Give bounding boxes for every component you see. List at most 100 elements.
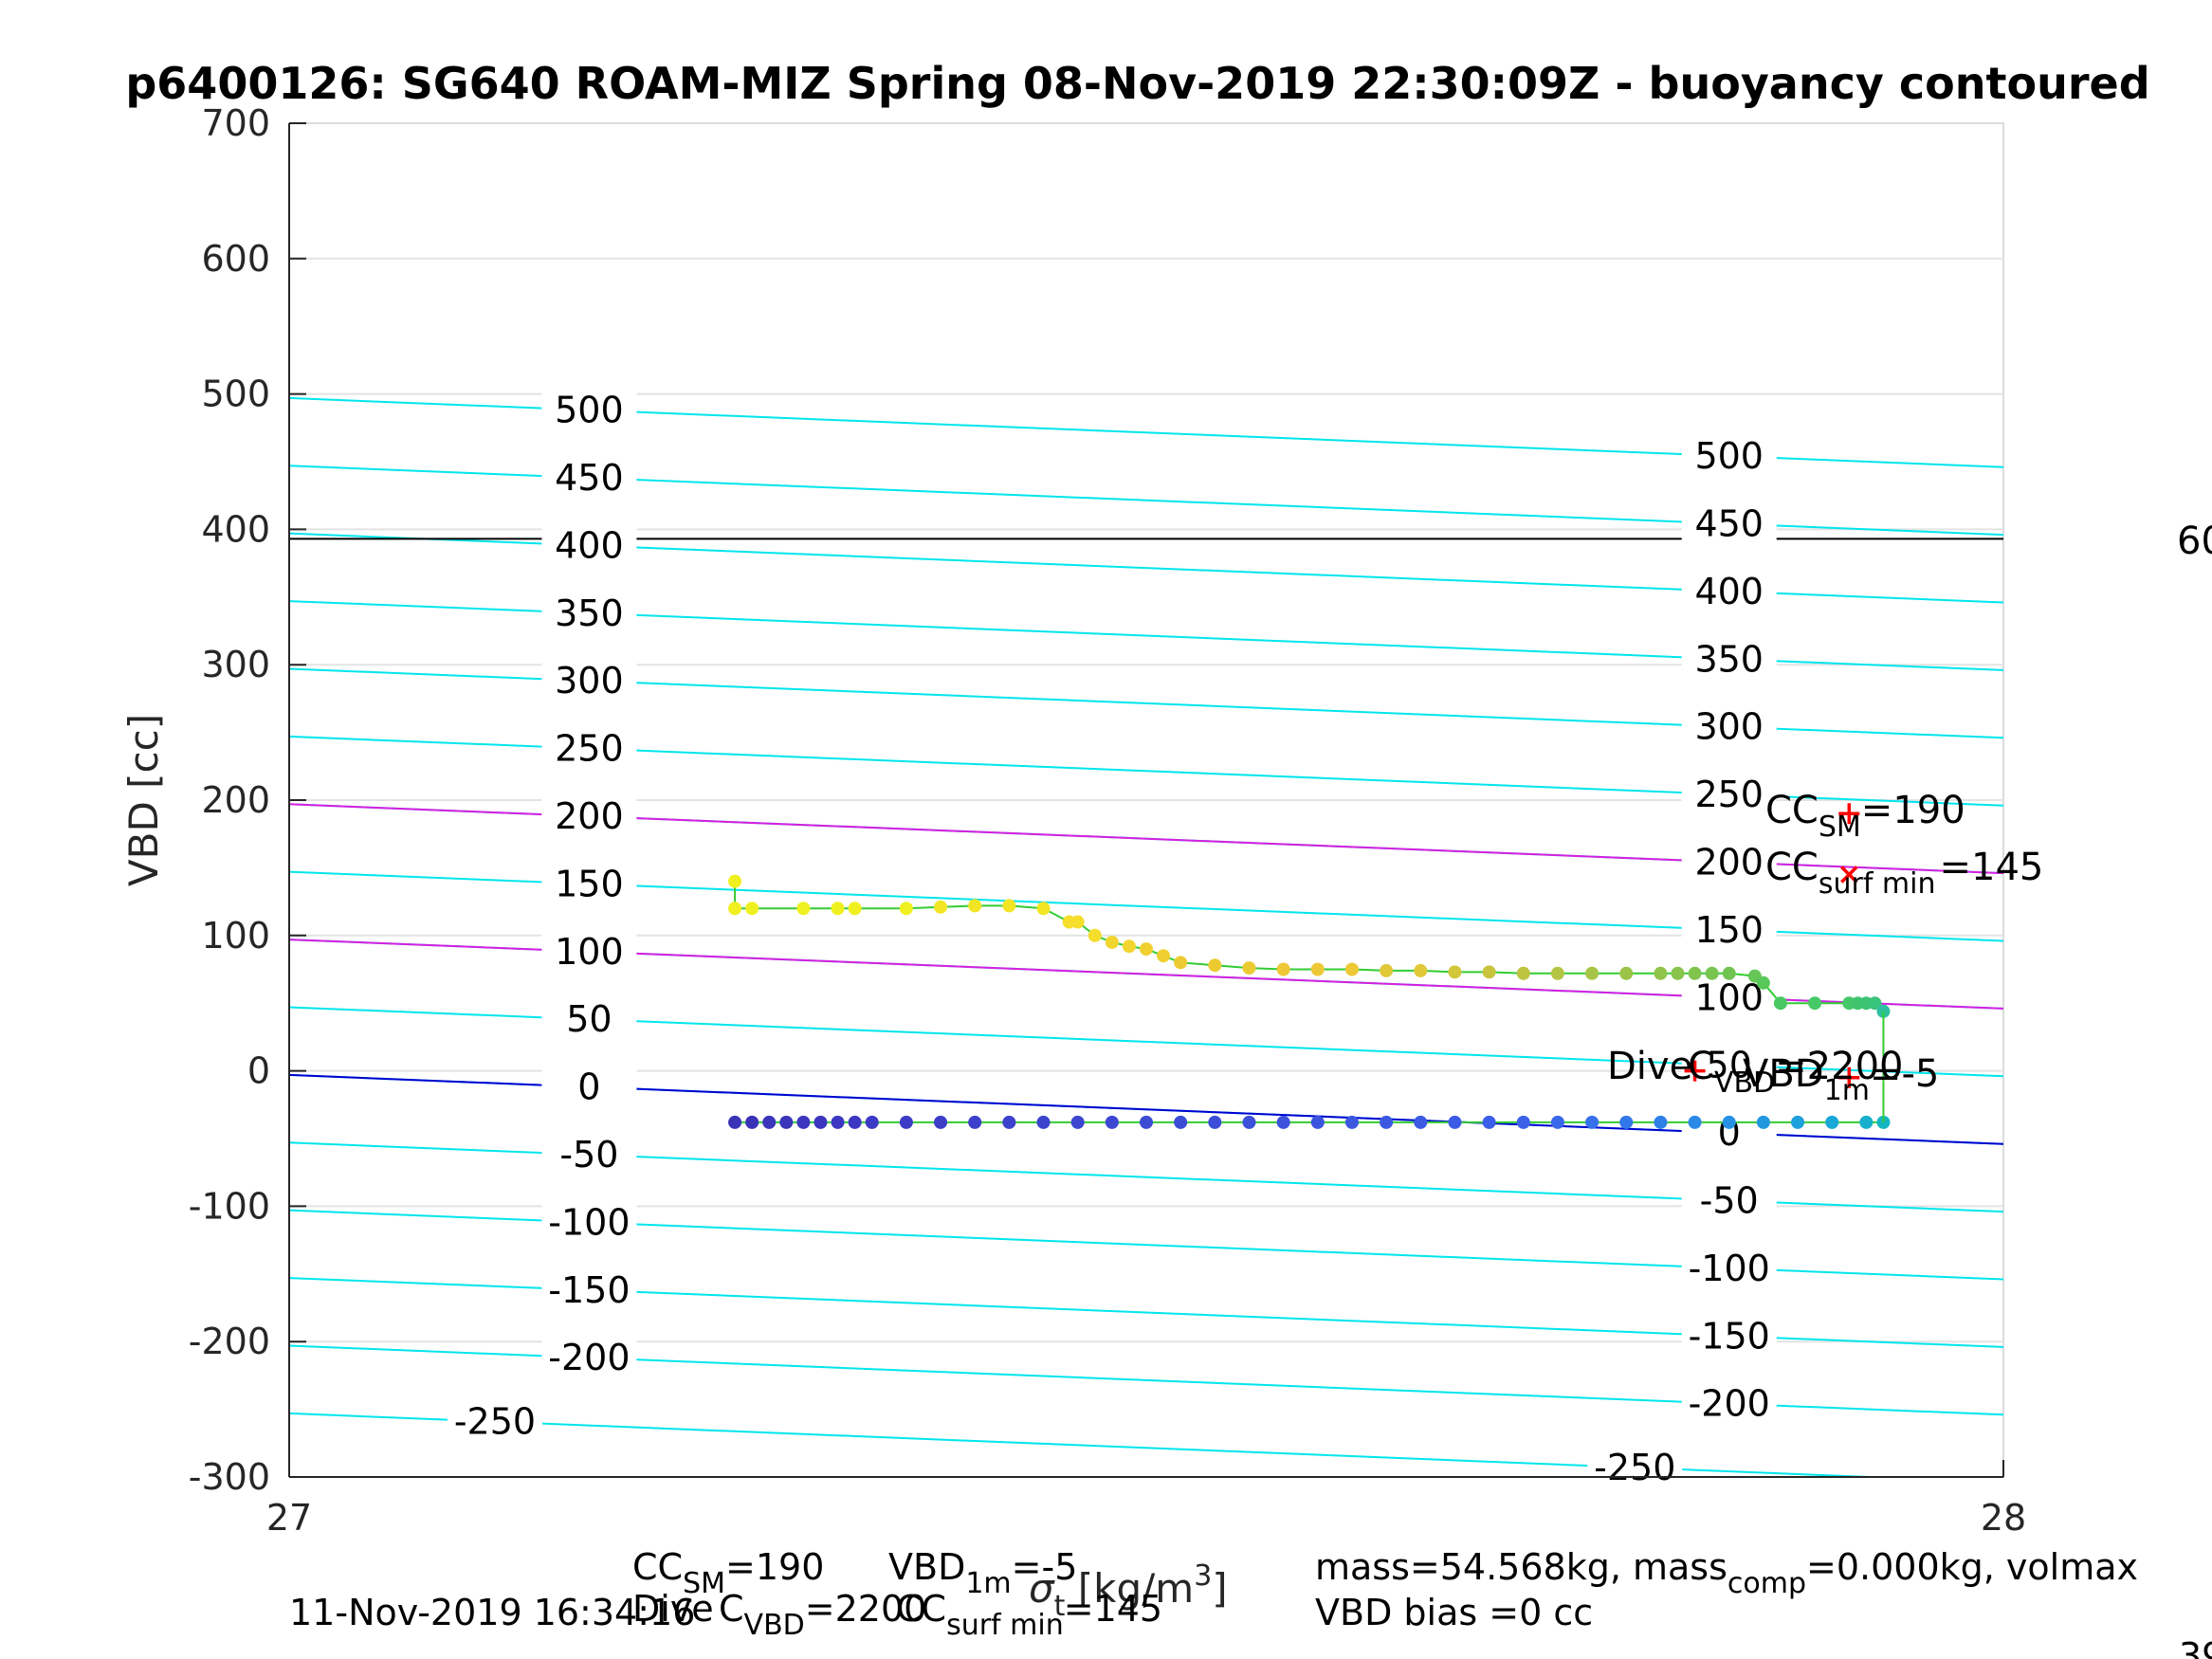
contour-label-bg xyxy=(1681,772,1777,816)
climb-data-point xyxy=(1157,949,1171,963)
y-tick-label: 400 xyxy=(201,508,270,550)
contour-label-left: -50 xyxy=(559,1134,618,1176)
dive-data-point xyxy=(1619,1115,1634,1129)
y-tick-label: 700 xyxy=(201,102,270,144)
climb-data-point xyxy=(1482,965,1496,979)
chart-title: p6400126: SG640 ROAM-MIZ Spring 08-Nov-2… xyxy=(125,58,2149,109)
climb-data-point xyxy=(1705,966,1719,980)
dive-data-point xyxy=(1825,1115,1839,1129)
contour-label-right: 100 xyxy=(1694,976,1764,1018)
dive-data-point xyxy=(1688,1115,1702,1129)
dive-data-point xyxy=(848,1115,862,1129)
contour-label-bg xyxy=(541,1267,637,1311)
y-axis-label: VBD [cc] xyxy=(120,714,167,886)
profile-series xyxy=(728,874,1891,1129)
x-axis-label-sigma: σ xyxy=(1029,1565,1055,1612)
contour-label-bg xyxy=(541,793,637,838)
contour-label-bg xyxy=(1587,1445,1683,1489)
contour-label-bg xyxy=(541,725,637,770)
y-tick-label: 600 xyxy=(201,238,270,280)
dive-data-point xyxy=(745,1115,759,1129)
dive-data-point xyxy=(831,1115,845,1129)
x-tick-label: 27 xyxy=(266,1497,312,1539)
climb-data-point xyxy=(1619,966,1634,980)
contour-label-left: -200 xyxy=(548,1337,630,1378)
climb-data-point xyxy=(1174,956,1188,970)
contour-label-bg xyxy=(541,1199,637,1244)
dive-data-point xyxy=(899,1115,913,1129)
climb-data-point xyxy=(1756,975,1770,990)
x-axis-label: σt [kg/m3] xyxy=(1029,1559,1228,1623)
contour-label-right: 250 xyxy=(1694,774,1764,815)
climb-data-point xyxy=(968,899,982,913)
contour-line xyxy=(289,1412,1893,1477)
climb-data-point xyxy=(1722,966,1736,980)
contour-label-left: 100 xyxy=(555,931,624,973)
contour-label-right: -250 xyxy=(1594,1447,1675,1488)
contour-label-bg xyxy=(1681,1313,1777,1358)
x-axis-label-close: ] xyxy=(1212,1565,1227,1612)
contour-label-bg xyxy=(1681,906,1777,951)
contour-label-left: 350 xyxy=(555,592,624,634)
dive-data-point xyxy=(1242,1115,1256,1129)
dive-data-point xyxy=(728,1115,742,1129)
contour-label-left: 400 xyxy=(555,524,624,566)
contour-label-bg xyxy=(541,590,637,634)
contour-label-bg xyxy=(1681,501,1777,545)
y-tick-label: 300 xyxy=(201,644,270,685)
climb-data-point xyxy=(899,902,913,916)
dive-data-point xyxy=(865,1115,879,1129)
contour-label-bg xyxy=(541,928,637,973)
y-tick-label: 500 xyxy=(201,374,270,415)
climb-data-point xyxy=(1654,966,1668,980)
right-edge-fragment: 60 xyxy=(2177,520,2212,563)
dive-data-point xyxy=(1654,1115,1668,1129)
annotation-c-vbd: CVBD=2200 xyxy=(1688,1045,1903,1100)
contour-label-right: 400 xyxy=(1694,571,1764,612)
climb-data-point xyxy=(1414,963,1428,977)
dive-data-point xyxy=(1722,1115,1736,1129)
contour-label-bg xyxy=(1681,568,1777,612)
contour-label-left: 300 xyxy=(555,660,624,702)
contour-label-left: 500 xyxy=(555,390,624,431)
climb-data-point xyxy=(1448,965,1462,979)
contour-label-bg xyxy=(541,387,637,431)
climb-data-point xyxy=(934,900,948,914)
contour-label-bg xyxy=(1681,703,1777,748)
dive-data-point xyxy=(1550,1115,1564,1129)
y-tick-label: -200 xyxy=(189,1321,270,1362)
climb-data-point xyxy=(848,902,862,916)
climb-data-point xyxy=(1276,962,1290,976)
contour-label-bg xyxy=(541,1335,637,1379)
annotation-cc-surf-min: CCsurf min =145 xyxy=(1765,846,2043,901)
dive-data-point xyxy=(762,1115,777,1129)
contour-label-right: 200 xyxy=(1694,841,1764,883)
climb-data-point xyxy=(1208,958,1222,973)
climb-data-point xyxy=(1380,963,1394,977)
contour-label-left: -150 xyxy=(548,1269,630,1311)
climb-data-point xyxy=(1105,935,1119,949)
contour-label-bg xyxy=(1681,1380,1777,1425)
contour-label-left: 50 xyxy=(566,998,612,1040)
contour-label-bg xyxy=(1681,1177,1777,1222)
dive-data-point xyxy=(1756,1115,1770,1129)
dive-data-point xyxy=(814,1115,828,1129)
contour-label-bg xyxy=(541,861,637,905)
footer-cc-surf-min: CCsurf min=145 xyxy=(896,1588,1162,1642)
x-axis-label-exp: 3 xyxy=(1194,1559,1212,1593)
dive-data-point xyxy=(1070,1115,1085,1129)
contour-label-right: 300 xyxy=(1694,706,1764,748)
climb-data-point xyxy=(745,902,759,916)
plus-marker xyxy=(1684,1060,1706,1082)
contour-label-right: 50 xyxy=(1707,1045,1752,1086)
annotation-cc-sm: CCSM=190 xyxy=(1765,789,1965,844)
plus-marker xyxy=(1838,1066,1860,1088)
contour-label-left: 450 xyxy=(555,457,624,499)
plus-marker xyxy=(1838,803,1860,825)
dive-data-point xyxy=(1036,1115,1051,1129)
climb-data-point xyxy=(1242,961,1256,975)
climb-data-point xyxy=(1550,966,1564,980)
climb-data-point xyxy=(1088,928,1102,942)
